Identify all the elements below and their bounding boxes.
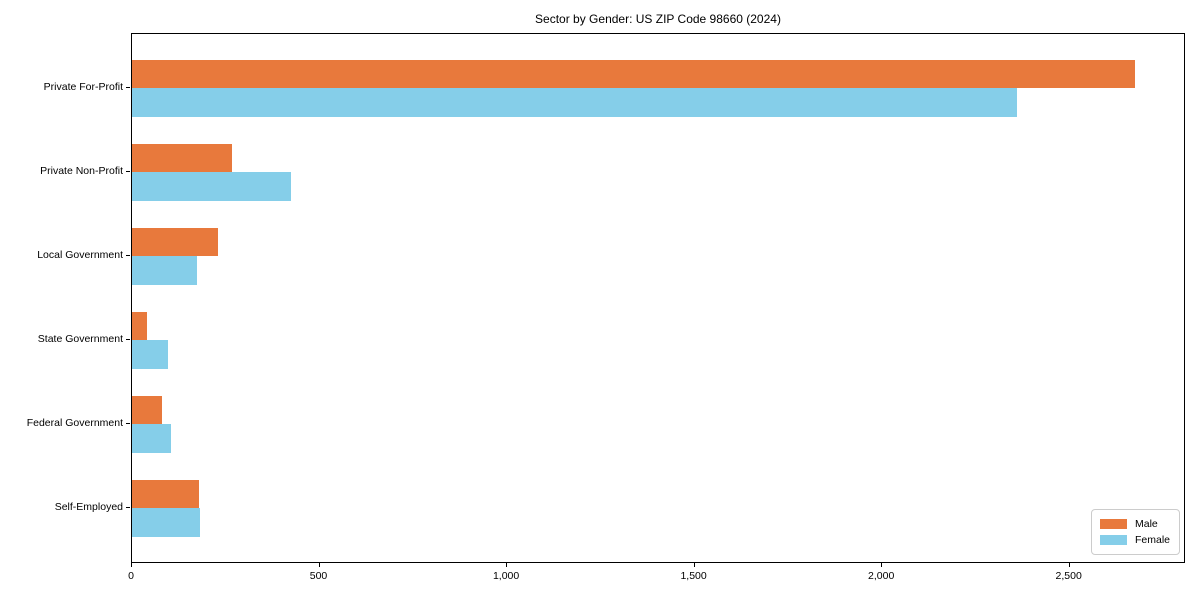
bar-male-3 <box>132 227 218 256</box>
x-tick-label: 1,500 <box>680 570 707 582</box>
y-tick-mark <box>126 87 130 88</box>
x-tick-label: 500 <box>309 570 328 582</box>
x-tick-mark <box>693 563 695 567</box>
x-tick-mark <box>318 563 320 567</box>
bar-female-2 <box>132 172 292 201</box>
bar-male-1 <box>132 59 1136 88</box>
x-tick-mark <box>506 563 508 567</box>
bar-male-4 <box>132 311 148 340</box>
category-label: State Government <box>37 333 123 345</box>
bar-male-2 <box>132 143 233 172</box>
y-tick-mark <box>126 423 130 424</box>
y-tick-mark <box>126 171 130 172</box>
bar-female-4 <box>132 340 168 369</box>
y-tick-mark <box>126 255 130 256</box>
x-tick-mark <box>881 563 883 567</box>
x-tick-mark <box>1068 563 1070 567</box>
legend-swatch-male <box>1100 519 1127 529</box>
category-label: Local Government <box>37 249 123 261</box>
chart-title: Sector by Gender: US ZIP Code 98660 (202… <box>535 12 781 26</box>
category-label: Federal Government <box>26 417 123 429</box>
legend-item-male: Male <box>1100 518 1171 530</box>
category-label: Self-Employed <box>54 501 123 513</box>
bar-female-3 <box>132 256 198 285</box>
bar-male-5 <box>132 395 162 424</box>
plot-area <box>131 33 1185 563</box>
x-tick-label: 1,000 <box>492 570 520 582</box>
legend-item-female: Female <box>1100 534 1171 546</box>
legend: Male Female <box>1091 509 1180 555</box>
x-tick-mark <box>131 563 132 567</box>
bar-female-6 <box>132 508 201 537</box>
y-tick-mark <box>126 339 130 340</box>
x-tick-label: 0 <box>128 570 134 582</box>
x-tick-label: 2,500 <box>1055 570 1082 582</box>
bar-female-5 <box>132 424 171 453</box>
x-tick-label: 2,000 <box>868 570 895 582</box>
legend-swatch-female <box>1100 535 1127 545</box>
category-label: Private For-Profit <box>43 81 123 93</box>
y-tick-mark <box>126 507 130 508</box>
legend-label: Female <box>1135 534 1171 546</box>
bar-female-1 <box>132 88 1018 117</box>
legend-label: Male <box>1135 518 1158 530</box>
bar-male-6 <box>132 479 200 508</box>
category-label: Private Non-Profit <box>40 165 123 177</box>
